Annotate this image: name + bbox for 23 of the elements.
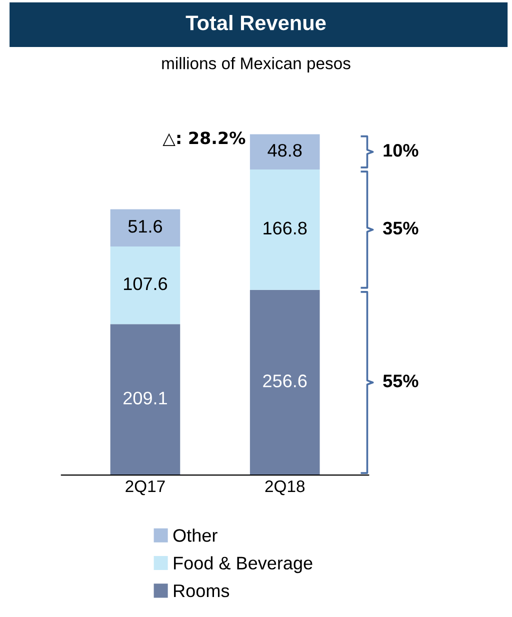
legend-label: Rooms xyxy=(174,584,230,598)
annotation: △: 28.2% xyxy=(162,132,246,146)
data-label: 166.8 xyxy=(264,222,307,235)
legend-label: Other xyxy=(173,528,218,542)
text: 10% xyxy=(384,144,418,157)
legend-label: Food & Beverage xyxy=(174,556,312,574)
bar xyxy=(250,290,320,476)
bar xyxy=(250,134,320,170)
text: 35% xyxy=(383,222,418,235)
text: 55% xyxy=(383,374,418,388)
bar xyxy=(110,246,180,324)
data-label: 51.6 xyxy=(128,220,162,233)
bar xyxy=(110,324,180,476)
chart-title: Total Revenue xyxy=(186,14,326,30)
data-label: 107.6 xyxy=(124,277,168,290)
x-tick-label: 2Q18 xyxy=(265,480,305,496)
data-label: 256.6 xyxy=(263,374,307,388)
data-label: 209.1 xyxy=(124,392,167,404)
chart-subtitle: millions of Mexican pesos xyxy=(162,57,350,73)
x-tick-label: 2Q17 xyxy=(126,480,165,496)
data-label: 48.8 xyxy=(268,144,302,157)
bar xyxy=(110,209,180,247)
bar xyxy=(250,169,320,290)
